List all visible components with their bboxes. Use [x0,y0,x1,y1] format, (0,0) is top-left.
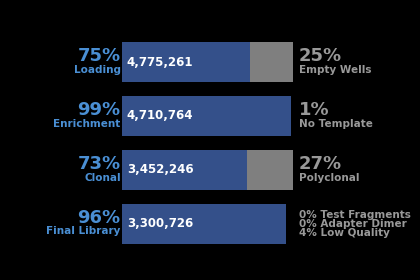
Bar [247,150,293,190]
Text: 4% Low Quality: 4% Low Quality [299,228,390,238]
Text: 3,300,726: 3,300,726 [127,217,193,230]
Text: 73%: 73% [78,155,121,173]
Text: Final Library: Final Library [46,227,121,237]
Text: Clonal: Clonal [84,172,121,183]
Text: 0% Adapter Dimer: 0% Adapter Dimer [299,219,407,229]
Text: 3,452,246: 3,452,246 [127,164,194,176]
Bar [122,96,291,136]
Text: Polyclonal: Polyclonal [299,172,360,183]
Text: 1%: 1% [299,101,330,119]
Text: Loading: Loading [74,65,121,75]
Text: 4,775,261: 4,775,261 [127,56,193,69]
Text: 99%: 99% [78,101,121,119]
Text: 27%: 27% [299,155,342,173]
Bar [122,150,247,190]
Text: 4,710,764: 4,710,764 [127,109,193,122]
Text: 0% Test Fragments: 0% Test Fragments [299,209,411,220]
Text: 75%: 75% [78,47,121,65]
Bar [122,204,286,244]
Text: 25%: 25% [299,47,342,65]
Text: Empty Wells: Empty Wells [299,65,371,75]
Text: 96%: 96% [78,209,121,227]
Text: Enrichment: Enrichment [53,119,121,129]
Bar [250,42,293,82]
Bar [122,42,250,82]
Text: No Template: No Template [299,119,373,129]
